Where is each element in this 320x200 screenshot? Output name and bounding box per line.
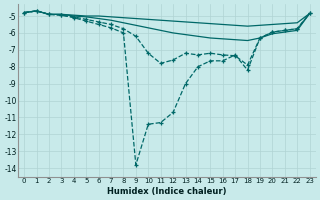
X-axis label: Humidex (Indice chaleur): Humidex (Indice chaleur) xyxy=(107,187,227,196)
